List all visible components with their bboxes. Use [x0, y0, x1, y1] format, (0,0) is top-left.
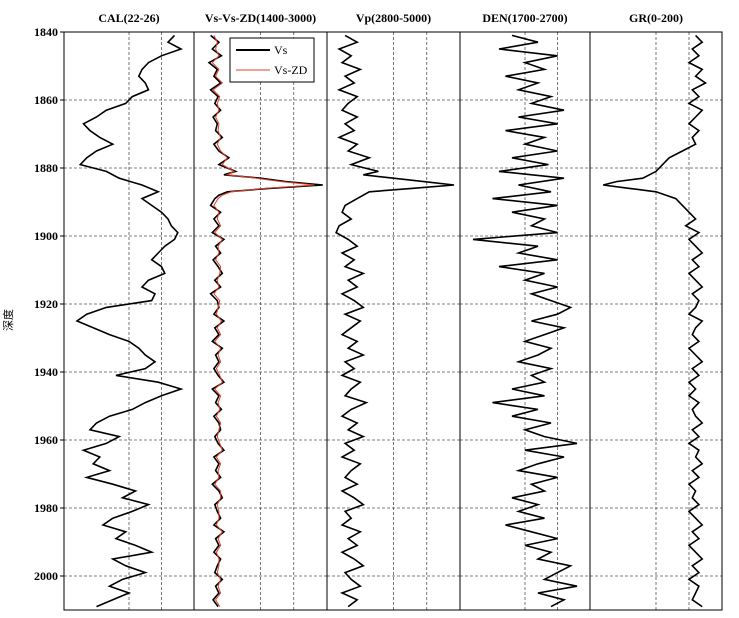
- series-line: [335, 34, 455, 608]
- y-tick-label: 1840: [34, 25, 58, 39]
- track-title: DEN(1700-2700): [482, 11, 567, 25]
- series-line: [603, 34, 708, 608]
- track-4: DEN(1700-2700): [459, 11, 591, 611]
- y-tick-label: 1980: [34, 501, 58, 515]
- y-axis-label: 深度: [1, 309, 15, 331]
- track-3: Vp(2800-5000): [326, 11, 461, 611]
- track-2: Vs-Vs-ZD(1400-3000) Vs Vs-ZD: [193, 11, 328, 611]
- series-line: [75, 34, 184, 608]
- legend-label: Vs: [274, 43, 288, 57]
- y-tick-label: 1940: [34, 365, 58, 379]
- series-line: [472, 34, 578, 608]
- y-tick-label: 1900: [34, 229, 58, 243]
- y-axis-ticks: 1840 1860 1880 1900 1920 1940 1960 1980 2000: [34, 25, 64, 583]
- track-title: Vp(2800-5000): [356, 11, 431, 25]
- y-tick-label: 1960: [34, 433, 58, 447]
- track-title: CAL(22-26): [98, 11, 159, 25]
- series-line-vs-zd: [211, 35, 315, 607]
- y-tick-label: 1880: [34, 161, 58, 175]
- y-tick-label: 2000: [34, 569, 58, 583]
- track-frame: [589, 31, 723, 611]
- track-grid: [590, 32, 722, 610]
- series-line-vs: [207, 34, 323, 608]
- track-title: Vs-Vs-ZD(1400-3000): [205, 11, 316, 25]
- track-title: GR(0-200): [629, 11, 683, 25]
- y-tick-label: 1860: [34, 93, 58, 107]
- track-grid: [194, 32, 327, 610]
- track-grid: [327, 32, 460, 610]
- legend-box: [229, 37, 315, 83]
- legend-label: Vs-ZD: [274, 63, 308, 77]
- track-5: GR(0-200): [589, 11, 723, 611]
- legend: Vs Vs-ZD: [229, 37, 315, 83]
- y-tick-label: 1920: [34, 297, 58, 311]
- track-grid: [64, 32, 194, 610]
- log-tracks: CAL(22-26) Vs-Vs-ZD(1400-3000) Vs Vs-ZD Vp(2…: [63, 11, 723, 611]
- track-1: CAL(22-26): [63, 11, 195, 611]
